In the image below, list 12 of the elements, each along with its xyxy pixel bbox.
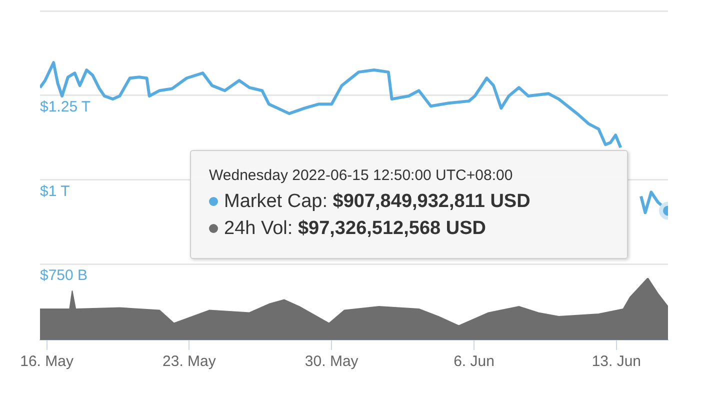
tooltip-panel: Wednesday 2022-06-15 12:50:00 UTC+08:00 Market Cap: $907,849,932,811 USD 24h Vol: $97,326,512,568 USD: [190, 150, 628, 259]
annotation: Market Cap: $907,849,932,811 USD: [224, 191, 530, 212]
annotation: Wednesday 2022-06-15 12:50:00 UTC+08:00: [209, 167, 514, 184]
x-tick-label: 30. May: [304, 353, 359, 370]
x-tick-label: 6. Jun: [454, 353, 494, 370]
x-tick-label: 16. May: [20, 353, 74, 370]
annotation: 24h Vol: $97,326,512,568 USD: [224, 218, 486, 239]
y-tick-label: $750 B: [40, 267, 88, 284]
x-tick-label: 13. Jun: [592, 353, 642, 370]
x-tick-label: 23. May: [162, 353, 216, 370]
y-tick-label: $1.25 T: [40, 98, 91, 116]
y-tick-label: $1 T: [40, 182, 70, 200]
